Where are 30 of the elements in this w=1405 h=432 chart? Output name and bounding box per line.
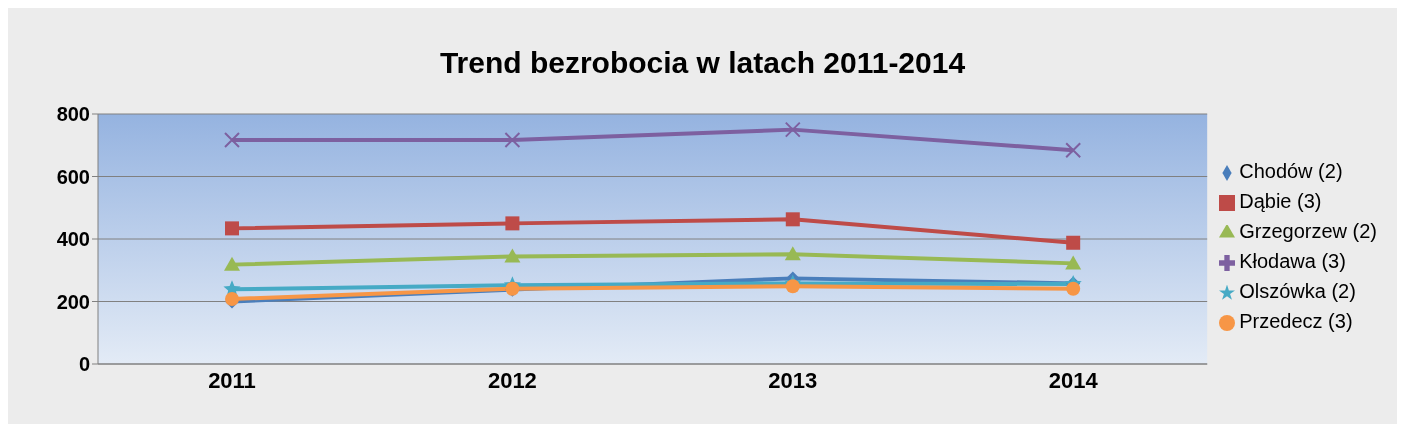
point — [1066, 235, 1081, 250]
y-tick-label: 200 — [56, 290, 90, 313]
y-tick-label: 400 — [56, 228, 90, 251]
legend-label: Kłodawa (3) — [1239, 250, 1346, 272]
x-tick-label: 2012 — [487, 367, 537, 393]
chart-title: Trend bezrobocia w latach 2011-2014 — [438, 45, 967, 79]
legend-label: Grzegorzew (2) — [1239, 220, 1377, 242]
legend-label: Przedecz (3) — [1239, 310, 1353, 332]
point — [225, 221, 239, 236]
legend-label: Olszówka (2) — [1239, 280, 1356, 302]
x-tick-label: 2014 — [1048, 367, 1099, 393]
point — [1066, 281, 1081, 296]
y-tick-label: 0 — [78, 353, 90, 376]
point — [785, 212, 800, 227]
point — [504, 131, 521, 148]
legend-label: Chodów (2) — [1239, 160, 1343, 182]
legend-label: Dąbie (3) — [1239, 190, 1322, 212]
point — [504, 248, 521, 263]
x-tick-label: 2011 — [208, 367, 256, 393]
y-tick-label: 800 — [56, 103, 90, 126]
point — [785, 279, 800, 294]
point — [1065, 255, 1082, 270]
y-tick-label: 600 — [56, 165, 90, 188]
point — [784, 121, 801, 138]
point — [505, 216, 520, 231]
point — [1065, 142, 1082, 159]
point — [224, 131, 240, 148]
x-tick-label: 2013 — [768, 367, 818, 393]
point — [784, 246, 801, 261]
point — [224, 256, 240, 271]
